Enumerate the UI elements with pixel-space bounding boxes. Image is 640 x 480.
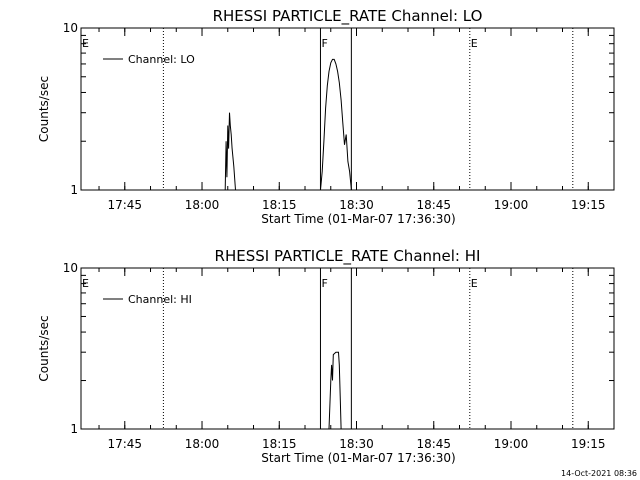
legend-entry: Channel: LO bbox=[128, 53, 195, 66]
y-axis-label: Counts/sec bbox=[37, 76, 51, 142]
plot-frame bbox=[80, 267, 615, 430]
footer-timestamp: 14-Oct-2021 08:36 bbox=[561, 469, 637, 478]
chart-title: RHESSI PARTICLE_RATE Channel: LO bbox=[213, 7, 483, 26]
series-line bbox=[320, 58, 352, 191]
x-tick-label: 19:00 bbox=[494, 198, 529, 212]
y-tick-label: 10 bbox=[63, 261, 78, 275]
legend-entry: Channel: HI bbox=[128, 293, 192, 306]
x-tick-label: 18:00 bbox=[185, 437, 220, 451]
plot-frame bbox=[80, 27, 615, 191]
x-tick-label: 18:15 bbox=[262, 198, 297, 212]
event-marker-label: F bbox=[321, 277, 327, 290]
x-tick-label: 19:15 bbox=[571, 198, 606, 212]
lo-channel-panel: RHESSI PARTICLE_RATE Channel: LO Counts/s… bbox=[37, 7, 615, 226]
x-tick-label: 18:00 bbox=[185, 198, 220, 212]
x-tick-label: 18:45 bbox=[416, 437, 451, 451]
event-marker-label: F bbox=[321, 37, 327, 50]
series-line bbox=[224, 112, 236, 191]
y-axis-label: Counts/sec bbox=[37, 315, 51, 381]
event-marker-label: E bbox=[82, 277, 89, 290]
x-tick-label: 18:45 bbox=[416, 198, 451, 212]
x-tick-label: 19:00 bbox=[494, 437, 529, 451]
x-tick-label: 18:30 bbox=[339, 198, 374, 212]
x-axis-label: Start Time (01-Mar-07 17:36:30) bbox=[261, 212, 455, 226]
series-line bbox=[328, 351, 342, 430]
event-marker-label: E bbox=[82, 37, 89, 50]
x-axis-label: Start Time (01-Mar-07 17:36:30) bbox=[261, 451, 455, 465]
x-tick-label: 17:45 bbox=[107, 437, 142, 451]
x-tick-label: 18:30 bbox=[339, 437, 374, 451]
event-marker-label: E bbox=[471, 277, 478, 290]
chart-title: RHESSI PARTICLE_RATE Channel: HI bbox=[215, 247, 481, 266]
hi-channel-panel: RHESSI PARTICLE_RATE Channel: HI Counts/s… bbox=[37, 247, 615, 465]
y-tick-label: 1 bbox=[70, 422, 78, 436]
y-tick-label: 10 bbox=[63, 21, 78, 35]
event-marker-label: E bbox=[471, 37, 478, 50]
x-tick-label: 18:15 bbox=[262, 437, 297, 451]
y-tick-label: 1 bbox=[70, 183, 78, 197]
x-tick-label: 19:15 bbox=[571, 437, 606, 451]
x-tick-label: 17:45 bbox=[107, 198, 142, 212]
